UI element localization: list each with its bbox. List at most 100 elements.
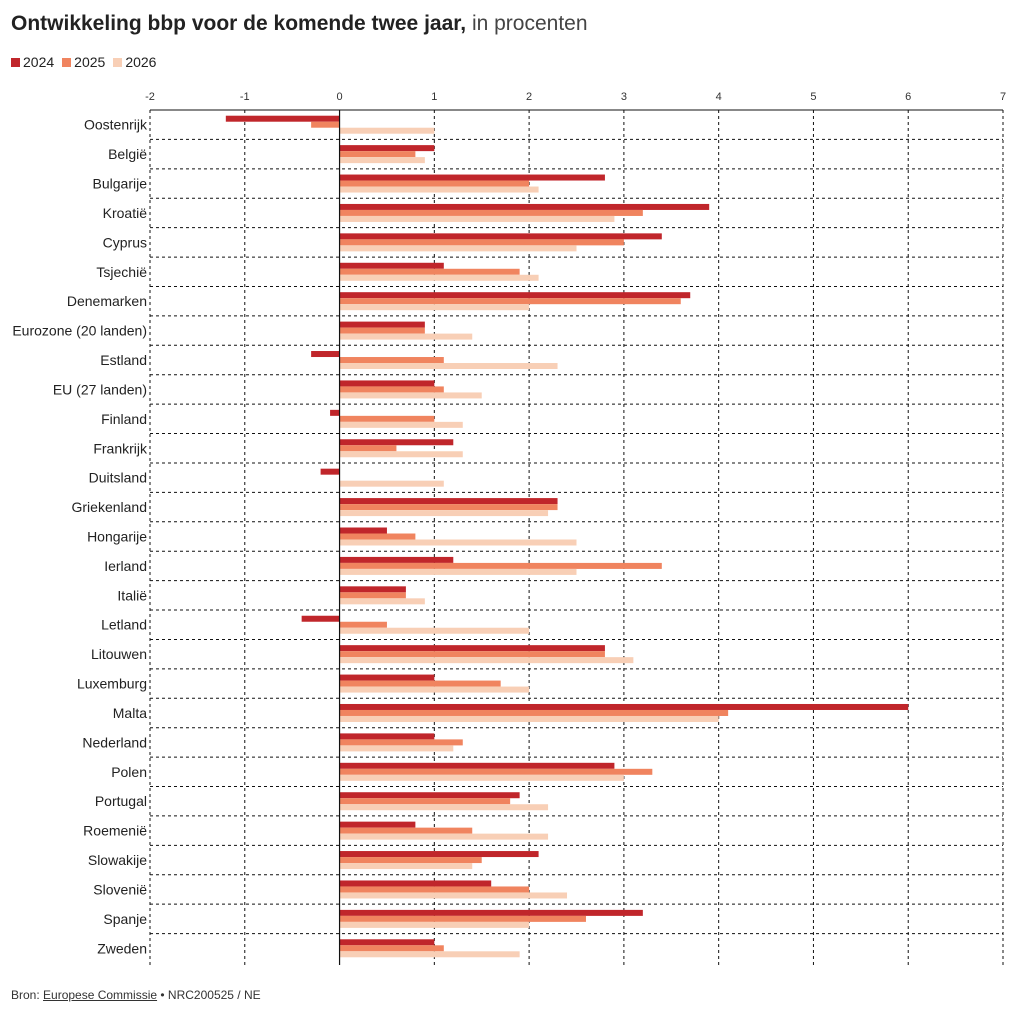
bar-2025 — [339, 651, 605, 658]
source-suffix: • NRC200525 / NE — [157, 988, 261, 1002]
x-tick-label: 1 — [431, 91, 437, 103]
bar-2026 — [339, 392, 482, 399]
bar-2026 — [339, 833, 549, 840]
bar-2024 — [339, 203, 710, 210]
category-label: België — [108, 146, 147, 162]
bar-2026 — [339, 215, 615, 222]
bar-2025 — [339, 445, 397, 452]
category-label: Kroatië — [103, 205, 148, 221]
category-label: Slowakije — [88, 852, 147, 868]
bar-2024 — [339, 880, 492, 887]
bar-2025 — [339, 621, 387, 628]
source-prefix: Bron: — [11, 988, 44, 1002]
bar-2026 — [339, 568, 577, 575]
bar-2024 — [339, 586, 406, 593]
category-label: Tsjechië — [96, 264, 147, 280]
legend-item-2026: 2026 — [113, 54, 156, 70]
bar-2026 — [339, 951, 520, 958]
bar-2025 — [339, 268, 520, 275]
bar-2026 — [339, 863, 473, 870]
legend-swatch-2024 — [11, 57, 20, 67]
bar-2025 — [339, 680, 501, 687]
chart-title-subtitle: in procenten — [466, 12, 588, 35]
bar-2024 — [339, 821, 416, 828]
bar-2025 — [339, 386, 444, 393]
bar-2025 — [339, 709, 729, 716]
bar-2024 — [339, 233, 662, 240]
legend-swatch-2025 — [62, 57, 72, 67]
category-label: Spanje — [103, 911, 147, 927]
x-tick-label: 0 — [336, 91, 342, 103]
legend-item-2025: 2025 — [62, 54, 105, 70]
bar-2024 — [339, 292, 691, 299]
category-label: Duitsland — [89, 470, 147, 486]
category-label: Estland — [100, 352, 147, 368]
source-footer: Bron: Europese Commissie • NRC200525 / N… — [11, 988, 261, 1002]
bar-2026 — [339, 451, 463, 458]
x-tick-label: 2 — [526, 91, 532, 103]
bar-2026 — [339, 804, 549, 811]
x-tick-label: -2 — [145, 91, 155, 103]
category-label: Ierland — [104, 558, 147, 574]
bar-2025 — [339, 945, 444, 952]
bar-2024 — [339, 909, 643, 916]
category-label: Cyprus — [103, 234, 147, 250]
bar-2026 — [339, 892, 568, 899]
bar-2024 — [339, 145, 435, 152]
legend-label-2025: 2025 — [74, 54, 106, 70]
category-label: EU (27 landen) — [53, 381, 147, 397]
category-label: Frankrijk — [93, 440, 148, 456]
category-label: Letland — [101, 617, 147, 633]
legend-swatch-2026 — [113, 57, 123, 67]
category-label: Nederland — [82, 734, 147, 750]
legend-label-2026: 2026 — [125, 54, 157, 70]
bar-2024 — [301, 615, 340, 622]
bar-2024 — [330, 409, 340, 416]
bar-2024 — [339, 321, 425, 328]
category-label: Denemarken — [67, 293, 147, 309]
bar-2025 — [339, 827, 473, 834]
bar-2025 — [339, 357, 444, 364]
bar-2024 — [225, 115, 340, 122]
bar-2024 — [339, 556, 454, 563]
category-label: Portugal — [95, 793, 147, 809]
chart-title: Ontwikkeling bbp voor de komende twee ja… — [11, 10, 588, 38]
source-link[interactable]: Europese Commissie — [43, 988, 158, 1002]
bar-2025 — [339, 239, 624, 246]
bar-2025 — [339, 415, 435, 422]
bar-2025 — [339, 151, 416, 158]
category-label: Finland — [101, 411, 147, 427]
category-label: Zweden — [97, 940, 147, 956]
bar-2026 — [339, 510, 549, 517]
bar-2026 — [339, 274, 539, 281]
x-tick-label: -1 — [240, 91, 250, 103]
category-label: Griekenland — [72, 499, 148, 515]
bar-2024 — [339, 174, 605, 181]
bar-chart: -2 -1 0 1 2 3 4 5 6 7 Oostenrijk België Bulgarije Kro… — [12, 91, 1006, 965]
bar-2024 — [339, 851, 539, 858]
x-tick-label: 4 — [716, 91, 722, 103]
bar-2026 — [339, 157, 425, 164]
bar-2026 — [339, 657, 634, 664]
bar-2024 — [339, 439, 454, 446]
bar-2024 — [339, 733, 435, 740]
bar-2025 — [339, 739, 463, 746]
category-label: Oostenrijk — [84, 117, 148, 133]
x-tick-label: 5 — [810, 91, 816, 103]
bar-2024 — [320, 468, 340, 475]
legend-label-2024: 2024 — [23, 54, 55, 70]
bar-2026 — [339, 686, 530, 693]
x-tick-label: 3 — [621, 91, 627, 103]
bar-2024 — [311, 351, 340, 358]
bar-2026 — [339, 627, 530, 634]
category-label: Hongarije — [87, 529, 147, 545]
bar-2026 — [339, 921, 530, 928]
category-label: Bulgarije — [93, 176, 148, 192]
bar-2025 — [339, 209, 643, 216]
bar-2024 — [339, 792, 520, 799]
bar-2026 — [339, 598, 425, 605]
bar-2025 — [339, 915, 586, 922]
bar-2024 — [339, 703, 909, 710]
category-label: Eurozone (20 landen) — [12, 323, 147, 339]
bar-2024 — [339, 674, 435, 681]
